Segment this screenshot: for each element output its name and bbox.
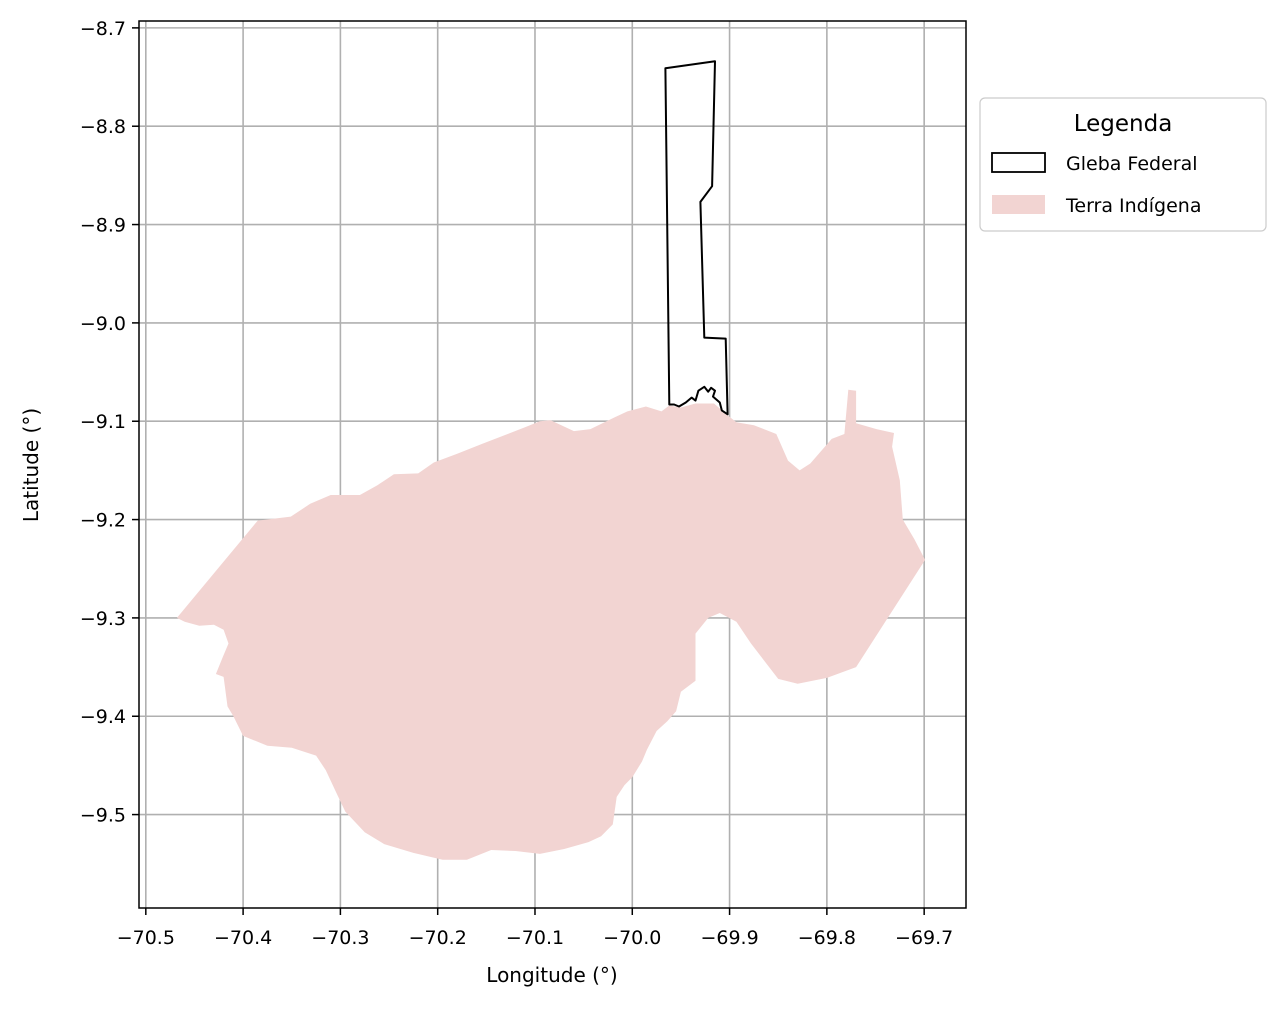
x-axis-ticks: −70.5 −70.4 −70.3 −70.2 −70.1 −70.0 −69.9 −69.8…: [117, 908, 953, 949]
terra-indigena-polygon: [176, 389, 926, 860]
legend-title: Legenda: [1074, 111, 1173, 137]
y-tick-label: −9.0: [80, 313, 126, 335]
x-tick-label: −70.1: [506, 927, 564, 949]
axes-frame: [138, 20, 967, 909]
y-tick-label: −9.3: [80, 608, 126, 630]
x-tick-label: −70.0: [603, 927, 661, 949]
x-tick-label: −69.7: [895, 927, 953, 949]
y-tick-label: −8.7: [80, 18, 126, 40]
x-tick-label: −69.9: [700, 927, 758, 949]
legend: Legenda Gleba Federal Terra Indígena: [979, 97, 1267, 232]
y-axis-label: Latitude (°): [19, 408, 43, 522]
y-tick-label: −8.8: [80, 116, 126, 138]
gleba-federal-polygon: [664, 60, 729, 416]
x-tick-label: −70.3: [311, 927, 369, 949]
x-tick-label: −70.4: [214, 927, 272, 949]
legend-swatch-gleba-federal: [991, 152, 1046, 173]
y-tick-label: −9.5: [80, 805, 126, 827]
gleba-federal-layer: [664, 60, 729, 416]
x-tick-label: −70.5: [117, 927, 175, 949]
y-tick-label: −9.1: [80, 411, 126, 433]
y-tick-label: −9.2: [80, 510, 126, 532]
y-tick-label: −8.9: [80, 215, 126, 237]
legend-label-terra-indigena: Terra Indígena: [1065, 195, 1201, 217]
x-tick-label: −70.2: [409, 927, 467, 949]
x-tick-label: −69.8: [798, 927, 856, 949]
terra-indigena-layer: [176, 389, 926, 860]
legend-label-gleba-federal: Gleba Federal: [1066, 153, 1198, 175]
x-axis-label: Longitude (°): [486, 963, 617, 987]
legend-swatch-terra-indigena: [992, 195, 1045, 214]
y-axis-ticks: −8.7 −8.8 −8.9 −9.0 −9.1 −9.2 −9.3 −9.4 −9.5: [80, 18, 139, 827]
legend-frame: [979, 97, 1267, 232]
y-tick-label: −9.4: [80, 706, 126, 728]
